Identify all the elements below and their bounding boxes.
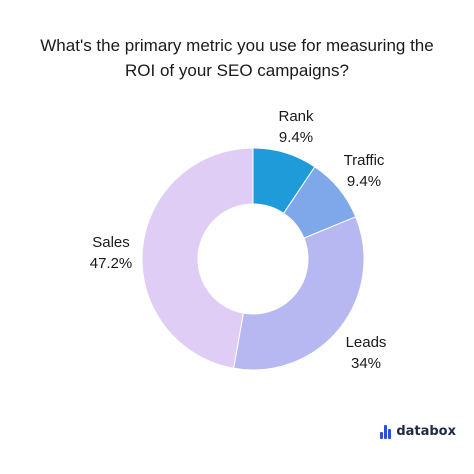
slice-value-traffic: 9.4% — [346, 173, 382, 190]
slice-label-leads: Leads 34% — [346, 332, 387, 374]
slice-label-traffic: Traffic 9.4% — [344, 150, 385, 192]
databox-brand: databox — [380, 423, 456, 439]
slice-name-rank: Rank — [278, 108, 314, 125]
chart-title-line-1: What's the primary metric you use for me… — [40, 36, 434, 55]
slice-value-sales: 47.2% — [89, 255, 133, 272]
slice-label-sales: Sales 47.2% — [90, 232, 133, 274]
brand-name: databox — [396, 423, 456, 439]
databox-logo-icon — [380, 423, 392, 439]
chart-title: What's the primary metric you use for me… — [0, 33, 474, 83]
slice-label-rank: Rank 9.4% — [278, 106, 313, 148]
chart-title-line-2: ROI of your SEO campaigns? — [125, 61, 349, 80]
slice-value-rank: 9.4% — [278, 129, 314, 146]
slice-sales — [141, 147, 254, 369]
slice-name-traffic: Traffic — [343, 152, 385, 169]
slice-value-leads: 34% — [350, 355, 382, 372]
slice-name-sales: Sales — [92, 234, 130, 251]
slice-name-leads: Leads — [345, 334, 387, 351]
slice-leads — [232, 216, 365, 371]
